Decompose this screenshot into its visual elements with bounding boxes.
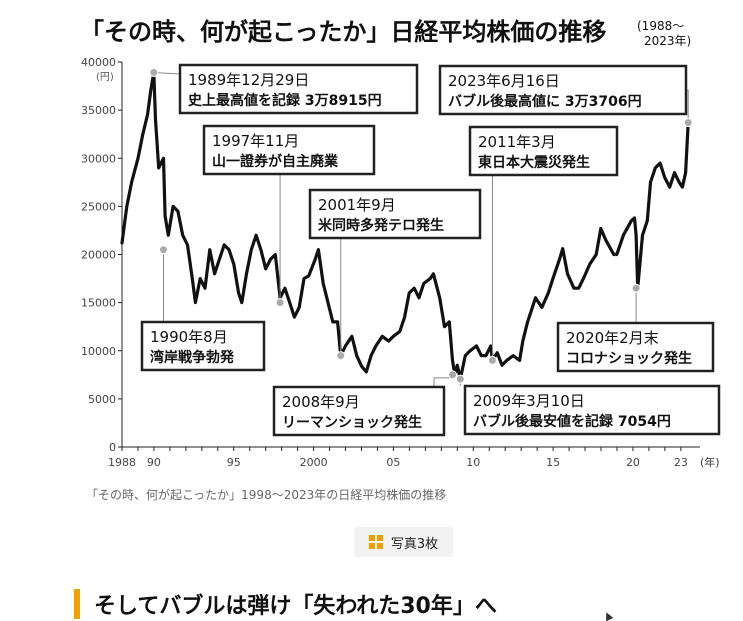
section-accent-bar <box>74 589 80 619</box>
y-tick-label: 40000 <box>81 56 116 69</box>
annotation-event: バブル後最高値に 3万3706円 <box>448 93 642 110</box>
chart-caption: 「その時、何が起こったか」1998～2023年の日経平均株価の推移 <box>86 488 447 502</box>
annotation-date: 2009年3月10日 <box>473 392 585 410</box>
y-tick-label: 15000 <box>81 297 116 310</box>
annotation-box <box>438 64 688 116</box>
annotation-event: バブル後最安値を記録 7054円 <box>473 413 671 430</box>
annotation-date: 2020年2月末 <box>566 329 659 347</box>
annotation-marker <box>275 298 285 308</box>
x-tick-label: 20 <box>626 456 640 469</box>
annotation-box <box>178 63 419 115</box>
x-tick-label: 23 <box>674 456 688 469</box>
y-tick-label: 0 <box>109 441 116 454</box>
annotation-marker <box>149 67 159 77</box>
x-tick-label: 90 <box>147 456 161 469</box>
annotation-marker <box>683 118 693 128</box>
annotation-box <box>556 321 715 373</box>
series-layer <box>120 70 690 381</box>
annotation-marker <box>487 355 497 365</box>
annotation-box <box>468 125 619 177</box>
annotation-marker <box>336 351 346 361</box>
annotation-box <box>140 320 266 372</box>
grid-icon <box>368 535 383 549</box>
chart-title: 「その時、何が起こったか」日経平均株価の推移 <box>80 18 606 46</box>
annotation-event: 米同時多発テロ発生 <box>318 217 444 234</box>
x-tick-label: 15 <box>546 456 560 469</box>
annotation-date: 1990年8月 <box>150 328 228 346</box>
annotation-date: 1989年12月29日 <box>188 71 309 89</box>
section-heading: そしてバブルは弾け「失われた30年」へ <box>74 587 497 621</box>
nikkei-series-line <box>120 70 690 381</box>
annotation-box <box>308 188 482 240</box>
stock-chart: 「その時、何が起こったか」日経平均株価の推移 (1988～ 2023年) (円)… <box>80 18 721 469</box>
y-tick-label: 10000 <box>81 345 116 358</box>
annotation-event: コロナショック発生 <box>566 350 692 367</box>
annotation-event: 山一證券が自主廃業 <box>212 153 339 170</box>
annotation-box <box>202 124 376 176</box>
x-tick-label: 1988 <box>108 456 136 469</box>
y-tick-label: 35000 <box>81 104 116 117</box>
annotation-event: 史上最高値を記録 3万8915円 <box>188 92 382 109</box>
annotation-marker <box>448 370 458 380</box>
section-title: そしてバブルは弾け「失われた30年」へ <box>94 594 497 619</box>
annotation-event: 東日本大震災発生 <box>478 154 590 171</box>
annotation-marker <box>159 245 169 255</box>
y-tick-label: 25000 <box>81 200 116 213</box>
y-tick-label: 5000 <box>88 393 116 406</box>
annotation-event: リーマンショック発生 <box>282 414 422 431</box>
annotation-marker <box>631 283 641 293</box>
annotation-date: 2008年9月 <box>282 393 360 411</box>
annotation-date: 1997年11月 <box>212 132 299 150</box>
annotation-box <box>272 385 446 437</box>
y-tick-label: 30000 <box>81 152 116 165</box>
y-tick-label: 20000 <box>81 249 116 262</box>
mouse-cursor-icon <box>602 610 614 621</box>
annotation-box <box>463 384 721 436</box>
chart-title-range-2: 2023年) <box>644 34 691 48</box>
photo-gallery-button[interactable]: 写真3枚 <box>354 527 453 557</box>
annotation-marker <box>455 374 465 384</box>
annotation-date: 2001年9月 <box>318 196 396 214</box>
x-tick-label: 10 <box>466 456 480 469</box>
photo-gallery-label: 写真3枚 <box>390 536 439 552</box>
x-tick-label: 05 <box>386 456 400 469</box>
x-unit-label: (年) <box>700 455 720 469</box>
annotation-date: 2023年6月16日 <box>448 72 560 90</box>
annotation-date: 2011年3月 <box>478 133 556 151</box>
x-tick-label: 95 <box>227 456 241 469</box>
chart-title-range-1: (1988～ <box>637 19 684 33</box>
axes: 0 5000 10000 15000 20000 25000 30000 35000 40000… <box>81 56 700 469</box>
annotation-event: 湾岸戦争勃発 <box>150 349 235 366</box>
x-tick-label: 2000 <box>300 456 328 469</box>
y-unit-label: (円) <box>96 72 114 83</box>
